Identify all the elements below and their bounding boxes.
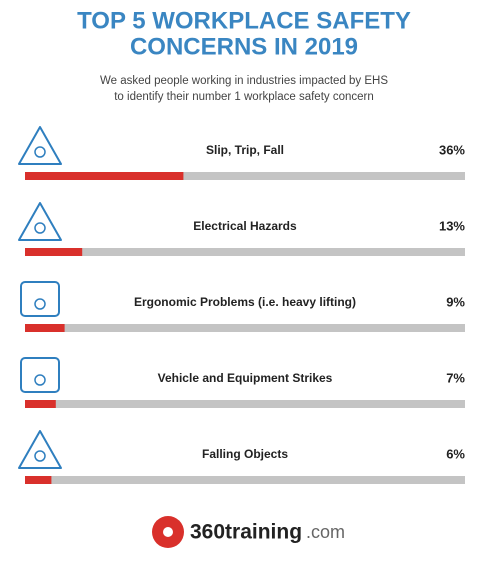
icon <box>18 126 62 165</box>
icon-frame <box>18 126 62 165</box>
category-label: Ergonomic Problems (i.e. heavy lifting) <box>134 295 356 309</box>
logo-brand: 360training <box>190 521 302 544</box>
icon <box>18 430 62 469</box>
bar-track <box>25 324 465 332</box>
icon-detail <box>34 222 46 234</box>
icon-detail <box>34 298 46 310</box>
bar <box>25 248 83 256</box>
category-label: Slip, Trip, Fall <box>206 143 284 157</box>
icon-frame <box>18 202 62 241</box>
logo-suffix: .com <box>306 522 345 542</box>
subtitle: to identify their number 1 workplace saf… <box>114 91 374 103</box>
bar-track <box>25 172 465 180</box>
bar-track <box>25 476 465 484</box>
bar-track <box>25 400 465 408</box>
bar-track <box>25 248 465 256</box>
value-label: 13% <box>439 218 465 233</box>
bar <box>25 324 65 332</box>
category-label: Vehicle and Equipment Strikes <box>158 371 333 385</box>
icon <box>20 281 60 317</box>
chart-title: CONCERNS IN 2019 <box>130 33 358 60</box>
value-label: 36% <box>439 142 465 157</box>
logo: 360training .com <box>152 516 345 548</box>
chart-title: TOP 5 WORKPLACE SAFETY <box>77 7 411 34</box>
subtitle: We asked people working in industries im… <box>100 75 388 87</box>
icon-detail <box>34 374 46 386</box>
value-label: 9% <box>446 294 465 309</box>
logo-mark <box>163 527 173 537</box>
value-label: 6% <box>446 446 465 461</box>
icon-detail <box>34 450 46 462</box>
value-label: 7% <box>446 370 465 385</box>
bar <box>25 400 56 408</box>
icon-detail <box>34 146 46 158</box>
bar <box>25 476 52 484</box>
bar <box>25 172 184 180</box>
category-label: Falling Objects <box>202 447 288 461</box>
icon-frame <box>18 430 62 469</box>
icon-frame <box>20 281 60 317</box>
icon <box>18 202 62 241</box>
category-label: Electrical Hazards <box>193 219 297 233</box>
icon-frame <box>20 357 60 393</box>
icon <box>20 357 60 393</box>
